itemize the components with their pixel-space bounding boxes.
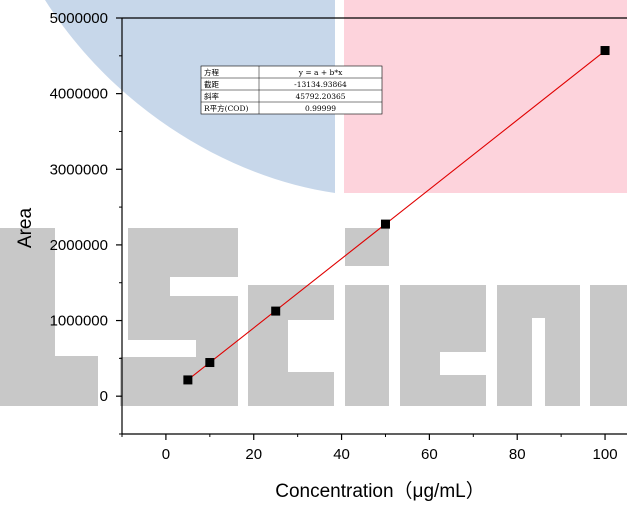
- y-tick-label: 4000000: [50, 86, 108, 103]
- fit-table-key: 方程: [204, 67, 219, 77]
- y-tick-label: 3000000: [50, 161, 108, 178]
- watermark-letters: [0, 228, 627, 406]
- watermark-pink-block: [344, 0, 627, 193]
- x-axis-title: Concentration（μg/mL）: [275, 480, 484, 502]
- data-point-marker: [380, 219, 390, 229]
- y-tick-label: 1000000: [50, 313, 108, 330]
- x-tick-label: 60: [421, 446, 438, 463]
- data-point-marker: [600, 46, 610, 56]
- fit-result-table: 方程 y = a + b*x 截距 -13134.93864 斜率 45792.20365…: [200, 65, 383, 115]
- y-tick-label: 5000000: [50, 10, 108, 27]
- fit-table-value: 45792.20365: [295, 92, 345, 101]
- plot-axes: 0 1000000 2000000 3000000 4000000 5000000 0 20…: [50, 10, 627, 463]
- fit-line-group: [187, 50, 606, 381]
- fit-table-key: R平方(COD): [204, 103, 248, 113]
- x-tick-label: 100: [593, 446, 618, 463]
- fit-table-value: y = a + b*x: [298, 68, 343, 77]
- data-point-marker: [271, 306, 281, 316]
- data-point-marker: [183, 375, 193, 385]
- x-tick-label: 0: [162, 446, 170, 463]
- y-tick-label: 2000000: [50, 237, 108, 254]
- fit-table-value: 0.99999: [305, 104, 336, 113]
- data-points-group: [183, 46, 610, 385]
- lscience-watermark-logo: [0, 0, 627, 406]
- fit-table-value: -13134.93864: [294, 80, 347, 89]
- x-tick-label: 40: [333, 446, 350, 463]
- data-point-marker: [205, 358, 215, 368]
- fit-table-key: 斜率: [204, 91, 219, 101]
- x-tick-label: 20: [245, 446, 262, 463]
- fit-table-key: 截距: [204, 79, 219, 89]
- watermark-blue-arc: [45, 0, 335, 193]
- y-axis-title: Area: [15, 208, 36, 249]
- linear-fit-line: [187, 50, 606, 381]
- y-tick-label: 0: [100, 388, 108, 405]
- x-tick-label: 80: [509, 446, 526, 463]
